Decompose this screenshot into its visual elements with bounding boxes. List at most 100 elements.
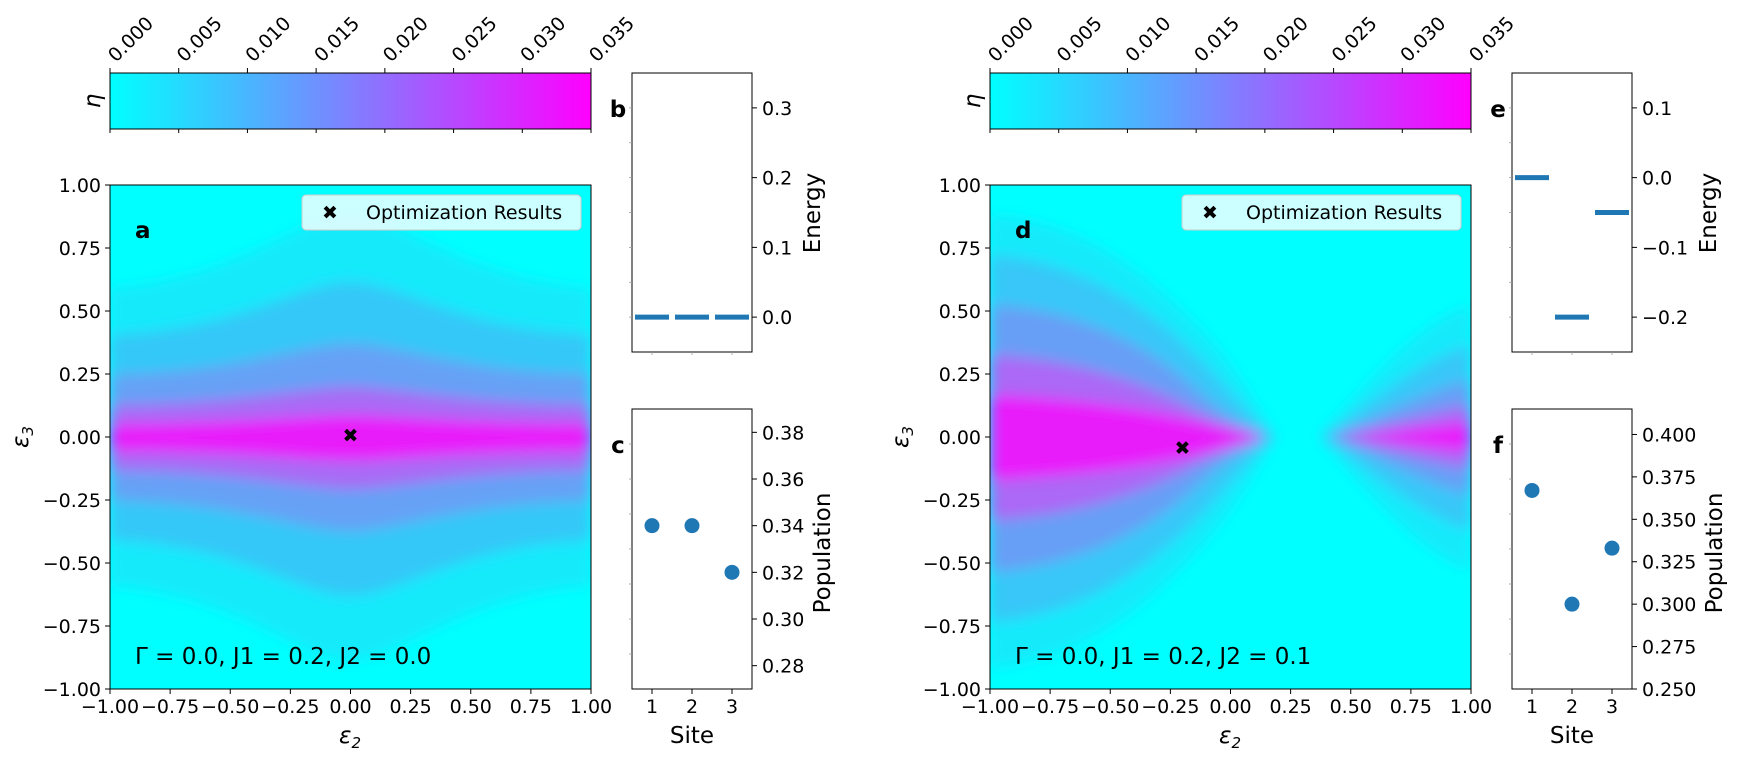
energy-b-ytick-label: 0.1 [762, 237, 792, 259]
heatmap-a-xtick-label: −0.50 [201, 696, 259, 718]
heatmap-d-xtick-label: 0.00 [1209, 696, 1251, 718]
heatmap-panel-a: −1.00 −0.75 −0.50 −0.25 0.00 0.25 0.50 0.75 1.00… [8, 175, 612, 752]
colorbar-right-tick-label: 0.010 [1121, 13, 1175, 67]
heatmap-d-ytick-label: 0.75 [939, 238, 981, 260]
panel-label-e: e [1490, 97, 1506, 123]
energy-b-ytick-label: 0.3 [762, 98, 792, 120]
ylabel-f: Population [1702, 493, 1728, 614]
colorbar-left: 0.000 0.005 0.010 0.015 0.020 0.025 0.030 0.035… [80, 13, 639, 133]
heatmap-d-xtick-label: −1.00 [961, 696, 1019, 718]
colorbar-right-tick-label: 0.015 [1190, 13, 1244, 67]
heatmap-a-ytick-label: −0.50 [43, 553, 101, 575]
panel-label-d: d [1015, 218, 1031, 244]
population-c-ytick-label: 0.34 [762, 516, 804, 538]
heatmap-d-ytick-label: 0.50 [939, 301, 981, 323]
population-c-ytick-label: 0.28 [762, 656, 804, 678]
colorbar-right-tick-label: 0.000 [984, 13, 1038, 67]
colorbar-left-tick-label: 0.030 [516, 13, 570, 67]
colorbar-left-tick-label: 0.000 [104, 13, 158, 67]
ylabel-d: ε3 [888, 426, 917, 448]
colorbar-left-gradient [109, 72, 592, 130]
xlabel-a: ε2 [339, 723, 361, 752]
xlabel-f: Site [1550, 723, 1594, 749]
legend-label-a: Optimization Results [366, 202, 562, 224]
legend-marker-icon: ✖ [322, 202, 338, 224]
heatmap-d-ytick-label: −0.25 [923, 490, 981, 512]
population-panel-c: 0.38 0.36 0.34 0.32 0.30 0.28 1 2 3 c Site Popul… [611, 408, 836, 749]
optimum-marker-a: ✖ [343, 425, 359, 447]
optimum-marker-d: ✖ [1174, 438, 1190, 460]
heatmap-a-ytick-label: −0.25 [43, 490, 101, 512]
energy-b-ytick-label: 0.0 [762, 307, 792, 329]
population-f-xtick-label: 2 [1566, 696, 1578, 718]
heatmap-a-xtick-label: 0.00 [329, 696, 371, 718]
population-f-xtick-label: 3 [1606, 696, 1618, 718]
ylabel-b: Energy [800, 173, 826, 254]
population-f-ytick-label: 0.300 [1642, 594, 1696, 616]
heatmap-a-xtick-label: 0.25 [389, 696, 431, 718]
population-c-ytick-label: 0.38 [762, 422, 804, 444]
legend-d: ✖ Optimization Results [1181, 194, 1462, 231]
annotation-a: Γ = 0.0, J1 = 0.2, J2 = 0.0 [135, 644, 431, 670]
colorbar-left-tick-label: 0.020 [379, 13, 433, 67]
heatmap-d-xtick-label: 0.75 [1390, 696, 1432, 718]
population-f-point-site-2 [1564, 596, 1580, 612]
population-c-ytick-label: 0.32 [762, 562, 804, 584]
heatmap-a-ytick-label: −0.75 [43, 616, 101, 638]
colorbar-left-tick-label: 0.010 [241, 13, 295, 67]
heatmap-panel-d: −1.00 −0.75 −0.50 −0.25 0.00 0.25 0.50 0.75 1.00… [888, 175, 1492, 752]
colorbar-right-gradient [989, 72, 1472, 130]
xlabel-c: Site [670, 723, 714, 749]
population-panel-f: 0.400 0.375 0.350 0.325 0.300 0.275 0.250 1 2 3 f… [1493, 408, 1728, 749]
colorbar-right-tick-label: 0.005 [1053, 13, 1107, 67]
heatmap-d-xtick-label: 1.00 [1450, 696, 1492, 718]
ylabel-e: Energy [1696, 173, 1722, 254]
panel-label-a: a [135, 218, 151, 244]
heatmap-d-ytick-label: −0.50 [923, 553, 981, 575]
energy-panel-e: 0.1 0.0 −0.1 −0.2 e Energy [1490, 72, 1722, 355]
energy-e-ytick-label: 0.1 [1642, 98, 1672, 120]
heatmap-a-xtick-label: −1.00 [81, 696, 139, 718]
population-f-ytick-label: 0.350 [1642, 509, 1696, 531]
energy-e-ytick-label: 0.0 [1642, 168, 1672, 190]
population-c-xtick-label: 2 [686, 696, 698, 718]
heatmap-a-xtick-label: 1.00 [570, 696, 612, 718]
colorbar-right-label: η [960, 94, 986, 109]
heatmap-d-xtick-label: 0.50 [1330, 696, 1372, 718]
population-c-xtick-label: 1 [646, 696, 658, 718]
heatmap-a-xtick-label: 0.75 [510, 696, 552, 718]
ylabel-c: Population [810, 493, 836, 614]
heatmap-d-ytick-label: −0.75 [923, 616, 981, 638]
panel-label-f: f [1493, 433, 1504, 459]
population-f-ytick-label: 0.400 [1642, 424, 1696, 446]
heatmap-a-ytick-label: 0.50 [59, 301, 101, 323]
population-f-point-site-3 [1604, 540, 1620, 556]
population-f-ytick-label: 0.250 [1642, 679, 1696, 701]
heatmap-d-xtick-label: −0.25 [1141, 696, 1199, 718]
energy-b-ytick-label: 0.2 [762, 168, 792, 190]
heatmap-a-xtick-label: 0.50 [450, 696, 492, 718]
colorbar-left-label: η [80, 94, 106, 109]
heatmap-a-ytick-label: 0.00 [59, 427, 101, 449]
panel-label-b: b [610, 97, 626, 123]
colorbar-left-tick-label: 0.005 [173, 13, 227, 67]
heatmap-a-ytick-label: 1.00 [59, 175, 101, 197]
ylabel-a: ε3 [8, 426, 37, 448]
heatmap-a-ytick-label: 0.25 [59, 364, 101, 386]
population-f-ytick-label: 0.375 [1642, 467, 1696, 489]
colorbar-right: 0.000 0.005 0.010 0.015 0.020 0.025 0.030 0.035… [960, 13, 1519, 133]
heatmap-a-xtick-label: −0.75 [141, 696, 199, 718]
heatmap-d-ytick-label: 1.00 [939, 175, 981, 197]
population-c-point-site-2 [684, 518, 700, 534]
legend-label-d: Optimization Results [1246, 202, 1442, 224]
heatmap-a-xtick-label: −0.25 [261, 696, 319, 718]
population-c-ytick-label: 0.30 [762, 609, 804, 631]
annotation-d: Γ = 0.0, J1 = 0.2, J2 = 0.1 [1015, 644, 1311, 670]
heatmap-d-xtick-label: 0.25 [1269, 696, 1311, 718]
colorbar-left-tick-label: 0.015 [310, 13, 364, 67]
population-f-ytick-label: 0.275 [1642, 637, 1696, 659]
heatmap-d-xtick-label: −0.50 [1081, 696, 1139, 718]
heatmap-d-ytick-label: −1.00 [923, 679, 981, 701]
population-c-xtick-label: 3 [726, 696, 738, 718]
